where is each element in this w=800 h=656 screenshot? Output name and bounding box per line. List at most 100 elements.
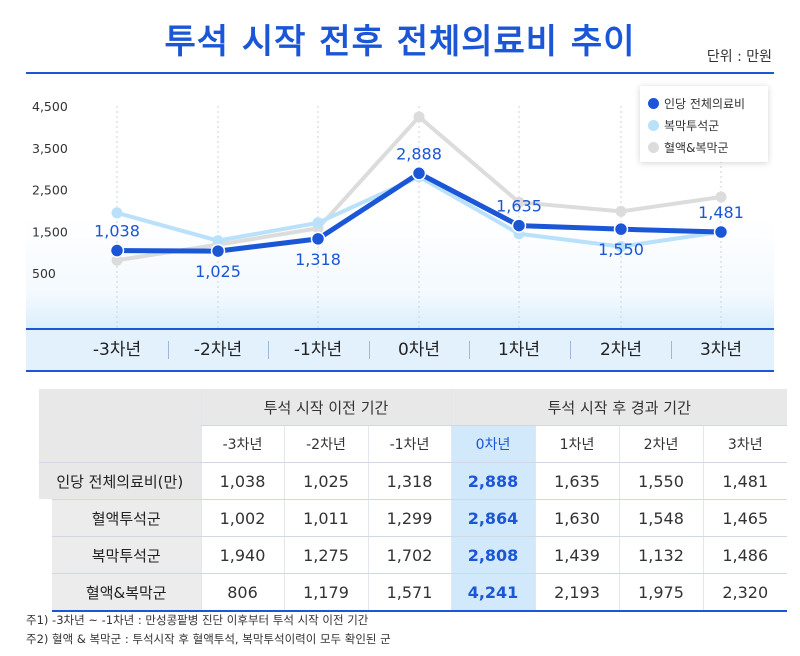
page-title: 투석 시작 전후 전체의료비 추이 [164,22,636,62]
data-point [713,224,729,240]
data-point [212,235,224,247]
x-tick-label: -3차년 [92,340,142,360]
x-axis-separator [469,341,470,359]
table-cell: 1,038 [200,462,284,500]
table-row: 혈액투석군 1,002 1,011 1,299 2,864 1,630 1,54… [26,499,788,537]
y-tick-label: 4,500 [32,99,68,114]
table-cell-highlight: 2,864 [450,499,535,537]
table-cell: 1,179 [283,573,368,612]
y-tick-label: 2,500 [32,183,68,198]
year-header: 3차년 [702,425,788,463]
year-header: -3차년 [200,425,284,463]
x-tick-label: 0차년 [397,340,441,360]
x-tick-label: -1차년 [293,340,343,360]
table-cell: 1,011 [283,499,368,537]
table-cell: 1,635 [534,462,619,500]
legend-item: 복막투석군 [648,114,760,136]
legend-swatch-icon [648,141,659,153]
row-label: 혈액투석군 [26,499,201,537]
table-cell: 1,318 [367,462,451,500]
x-axis-band: -3차년 -2차년 -1차년 0차년 1차년 2차년 3차년 [26,328,774,372]
data-label: 1,318 [295,250,341,269]
data-label: 1,550 [598,240,644,259]
table-cell: 1,702 [367,536,451,574]
data-point [312,217,324,229]
table-cell: 1,002 [200,499,284,537]
data-label: 1,025 [195,262,241,281]
group-header-after: 투석 시작 후 경과 기간 [450,389,788,426]
data-point [615,241,627,253]
data-point [715,191,727,203]
table-cell: 1,630 [534,499,619,537]
legend-item: 혈액&복막군 [648,136,760,158]
x-axis-separator [368,341,370,359]
table-year-header-row: -3차년 -2차년 -1차년 0차년 1차년 2차년 3차년 [39,425,788,463]
data-point [513,196,525,208]
legend-label: 복막투석군 [664,118,720,133]
data-point [511,218,527,233]
y-tick-label: 3,500 [32,141,68,156]
legend-swatch-icon [648,97,659,109]
table-cell-highlight: 2,808 [450,536,535,574]
table-cell-highlight: 4,241 [450,573,535,612]
table-cell-highlight: 2,888 [450,462,535,500]
data-point [310,231,326,247]
group-header-before: 투석 시작 이전 기간 [200,389,451,426]
table-cell: 1,439 [534,536,619,574]
row-label: 복막투석군 [26,536,201,574]
series-lines [109,111,729,266]
row-label: 인당 전체의료비(만) [39,462,201,500]
table-cell: 1,486 [702,536,788,574]
table-cell: 1,025 [283,462,368,500]
x-axis-separator [570,341,571,359]
y-axis: 4,500 3,500 2,500 1,500 500 [32,99,68,281]
table-cell: 806 [200,573,284,612]
table-group-header-row: 투석 시작 이전 기간 투석 시작 후 경과 기간 [39,389,788,463]
x-axis-separator [167,341,169,359]
table-cell: 1,550 [618,462,703,500]
table-row: 복막투석군 1,940 1,275 1,702 2,808 1,439 1,13… [26,536,788,574]
table-row: 인당 전체의료비(만) 1,038 1,025 1,318 2,888 1,63… [39,462,788,500]
table-cell: 2,193 [534,573,619,612]
legend: 인당 전체의료비 복막투석군 혈액&복막군 [640,86,768,162]
data-point [111,254,123,266]
x-tick-label: 2차년 [599,340,643,360]
x-tick-label: 1차년 [497,340,541,360]
legend-swatch-icon [648,119,659,131]
data-table: 투석 시작 이전 기간 투석 시작 후 경과 기간 -3차년 -2차년 -1차년… [26,389,788,612]
title-divider [26,72,774,74]
year-header: -2차년 [283,425,368,463]
year-header: -1차년 [367,425,451,463]
table-cell: 1,975 [618,573,703,612]
table-cell: 1,571 [367,573,451,612]
data-point [613,221,629,237]
data-label: 1,038 [94,222,140,241]
x-tick-label: -2차년 [193,340,243,360]
data-label: 2,888 [396,144,442,163]
y-tick-label: 500 [32,266,56,281]
table-cell: 1,940 [200,536,284,574]
y-tick-label: 1,500 [32,224,68,239]
footnote: 주1) -3차년 ~ -1차년 : 만성콩팥병 진단 이후부터 투석 시작 이전… [26,613,369,627]
year-header: 1차년 [534,425,619,463]
table-cell: 1,481 [702,462,788,500]
data-point [615,205,627,217]
line-chart: 4,500 3,500 2,500 1,500 500 1,038 1,025 1,318 2… [26,99,774,330]
table-row: 혈액&복막군 806 1,179 1,571 4,241 2,193 1,975… [26,573,788,612]
legend-label: 인당 전체의료비 [664,96,746,111]
plot-background [26,216,774,330]
data-point [210,243,226,259]
footnote: 주2) 혈액 & 복막군 : 투석시작 후 혈액투석, 복막투석이력이 모두 확… [26,632,391,646]
data-point [413,111,425,123]
x-axis-separator [268,341,269,359]
table-cell: 1,132 [618,536,703,574]
table-cell: 1,548 [618,499,703,537]
year-header-highlight: 0차년 [450,425,535,463]
unit-label: 단위 : 만원 [706,49,772,65]
table-cell: 1,299 [367,499,451,537]
x-axis-separator [671,341,672,359]
data-label: 1,481 [698,203,744,222]
x-tick-label: 3차년 [699,340,743,360]
table-corner [39,389,201,463]
legend-item: 인당 전체의료비 [648,92,760,114]
